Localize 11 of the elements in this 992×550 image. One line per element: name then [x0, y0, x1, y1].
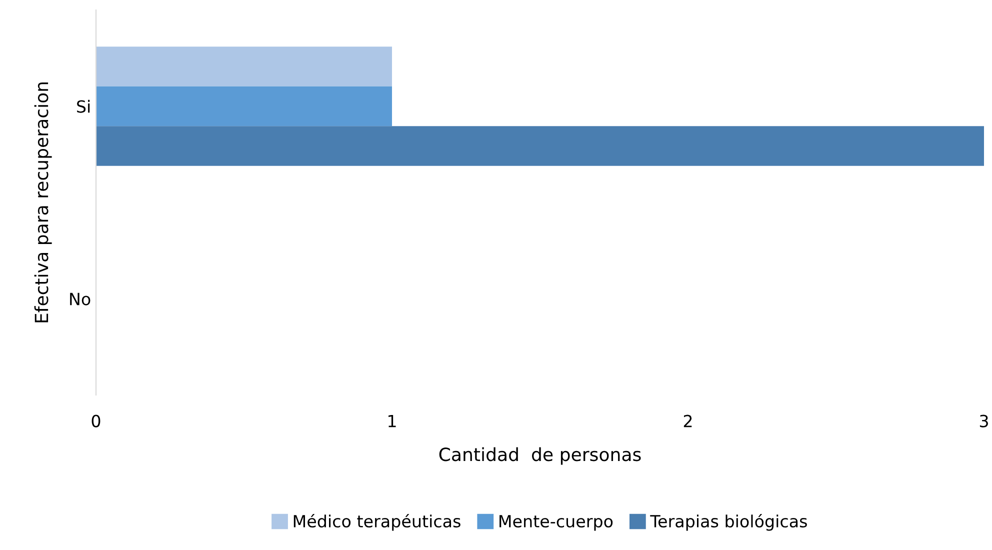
- y-axis-title: Efectiva para recuperacion: [34, 82, 52, 322]
- x-tick-label: 3: [980, 414, 988, 428]
- y-tick-label: No: [70, 292, 90, 306]
- x-axis-title: Cantidad de personas: [439, 447, 641, 465]
- legend-label: Médico terapéuticas: [294, 514, 460, 531]
- legend-label: Terapias biológicas: [650, 514, 807, 531]
- legend-label: Mente-cuerpo: [500, 515, 613, 531]
- x-tick-label: 2: [684, 414, 692, 428]
- y-tick-label: Si: [77, 100, 90, 113]
- x-tick-label: 0: [92, 414, 100, 428]
- x-tick-label: 1: [388, 414, 396, 428]
